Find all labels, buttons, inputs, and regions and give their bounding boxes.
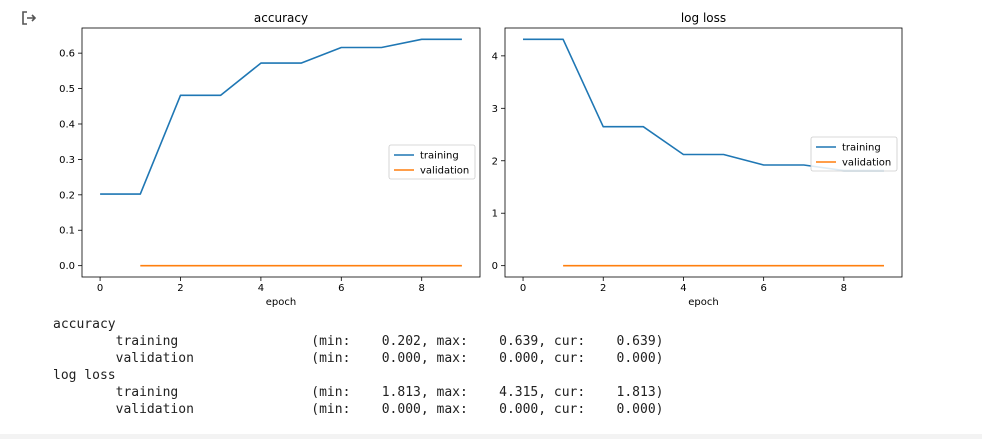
chart-0: accuracy 0 2 4 6 8 0.0 0.1 0.2 0.3 0.4 0.5 0.6 epoch t… bbox=[59, 11, 481, 308]
legend-entry: training bbox=[420, 151, 459, 162]
x-tick-label: 8 bbox=[841, 283, 847, 294]
x-tick-label: 4 bbox=[258, 283, 264, 294]
y-tick-label: 2 bbox=[492, 156, 498, 167]
log-line: training (min: 0.202, max: 0.639, cur: 0… bbox=[53, 334, 664, 349]
legend-entry: validation bbox=[842, 158, 891, 169]
x-axis-label: epoch bbox=[266, 297, 296, 308]
x-tick-label: 6 bbox=[338, 283, 344, 294]
y-tick-label: 4 bbox=[492, 51, 498, 62]
plot-frame bbox=[504, 27, 903, 278]
y-tick-label: 0.2 bbox=[59, 190, 75, 201]
output-redirect-icon bbox=[22, 11, 37, 25]
x-tick-label: 8 bbox=[419, 283, 425, 294]
chart-title: accuracy bbox=[254, 11, 308, 25]
series-line-training bbox=[100, 38, 462, 195]
y-tick-label: 0.6 bbox=[59, 49, 75, 60]
output-footer-bar bbox=[0, 434, 982, 439]
y-tick-label: 0.4 bbox=[59, 119, 75, 130]
y-tick-label: 0 bbox=[492, 261, 498, 272]
legend: training validation bbox=[388, 144, 476, 180]
legend-entry: validation bbox=[420, 166, 469, 177]
log-line: validation (min: 0.000, max: 0.000, cur:… bbox=[53, 402, 664, 417]
x-tick-label: 2 bbox=[177, 283, 183, 294]
y-tick-label: 3 bbox=[492, 104, 498, 115]
y-tick-label: 0.0 bbox=[59, 261, 75, 272]
log-line: accuracy bbox=[53, 317, 116, 332]
y-tick-label: 0.1 bbox=[59, 226, 75, 237]
log-line: training (min: 1.813, max: 4.315, cur: 1… bbox=[53, 385, 664, 400]
y-tick-label: 0.5 bbox=[59, 84, 75, 95]
x-tick-label: 2 bbox=[600, 283, 606, 294]
legend-entry: training bbox=[842, 143, 881, 154]
training-log: accuracy training (min: 0.202, max: 0.63… bbox=[53, 316, 663, 418]
legend: training validation bbox=[810, 136, 898, 172]
x-tick-label: 0 bbox=[520, 283, 526, 294]
charts-svg: accuracy 0 2 4 6 8 0.0 0.1 0.2 0.3 0.4 0.5 0.6 epoch t… bbox=[59, 11, 903, 308]
x-tick-label: 4 bbox=[680, 283, 686, 294]
x-tick-label: 6 bbox=[760, 283, 766, 294]
y-tick-label: 0.3 bbox=[59, 155, 75, 166]
chart-title: log loss bbox=[681, 11, 726, 25]
y-tick-label: 1 bbox=[492, 209, 498, 220]
plot-frame bbox=[81, 27, 481, 278]
log-line: log loss bbox=[53, 368, 116, 383]
charts-area: accuracy 0 2 4 6 8 0.0 0.1 0.2 0.3 0.4 0.5 0.6 epoch t… bbox=[59, 11, 903, 308]
log-line: validation (min: 0.000, max: 0.000, cur:… bbox=[53, 351, 664, 366]
x-axis-label: epoch bbox=[688, 297, 718, 308]
x-tick-label: 0 bbox=[97, 283, 103, 294]
